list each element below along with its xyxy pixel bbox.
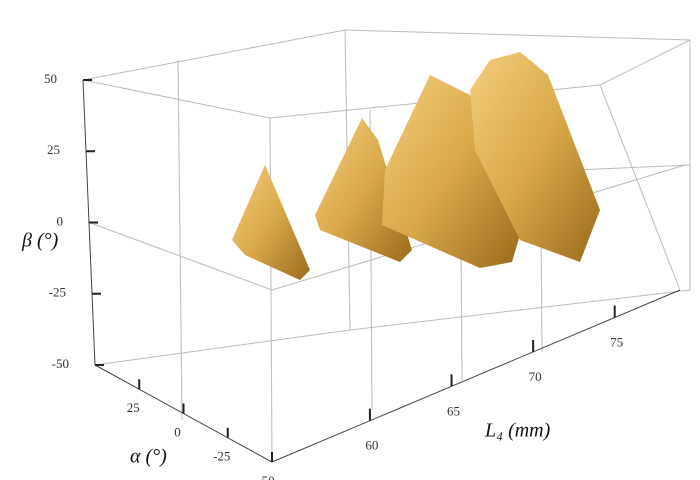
y-tick-label: 25 — [127, 400, 140, 415]
x-axis — [271, 289, 681, 463]
x-tick-label: 70 — [529, 369, 542, 384]
z-tick-label: -50 — [52, 356, 69, 371]
x-axis-title: L₄ (mm) — [484, 420, 551, 442]
x-tick-label: 75 — [610, 335, 623, 350]
region — [232, 165, 310, 280]
z-tick-label: 25 — [47, 142, 60, 157]
region — [470, 52, 600, 262]
z-tick-label: -25 — [49, 285, 66, 300]
regions — [232, 52, 600, 280]
z-tick-label: 0 — [57, 213, 64, 228]
z-tick-label: 50 — [44, 71, 57, 86]
x-tick-label: 60 — [365, 438, 378, 453]
y-tick-label: 0 — [174, 424, 181, 439]
x-tick-label: 65 — [447, 403, 460, 418]
y-axis-title: α (°) — [130, 446, 167, 468]
y-tick-label: -50 — [257, 473, 274, 480]
region — [382, 75, 520, 268]
y-tick-label: -25 — [213, 449, 230, 464]
z-axis-title: β (°) — [21, 230, 59, 252]
